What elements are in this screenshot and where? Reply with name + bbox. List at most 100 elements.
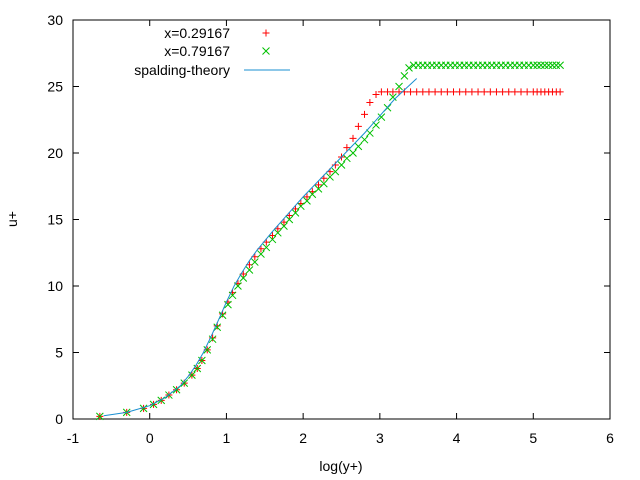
y-tick-label: 30: [47, 12, 63, 28]
data-point: [366, 129, 374, 137]
data-point: [419, 88, 427, 96]
y-tick-label: 20: [47, 145, 63, 161]
data-point: [354, 142, 363, 151]
data-point: [407, 88, 415, 96]
data-point: [540, 61, 549, 70]
data-point: [208, 335, 217, 344]
data-point: [486, 88, 494, 96]
data-point: [537, 61, 545, 70]
data-point: [499, 88, 507, 96]
x-axis-label: log(y+): [319, 458, 362, 474]
data-point: [544, 61, 553, 70]
data-point: [262, 243, 271, 252]
data-point: [556, 61, 564, 70]
data-point: [331, 161, 339, 169]
x-tick-label: 4: [453, 430, 461, 446]
data-point: [257, 250, 265, 258]
data-point: [492, 88, 500, 96]
y-tick-label: 25: [47, 79, 63, 95]
data-point: [462, 88, 470, 96]
data-point: [268, 235, 277, 244]
series-3: [103, 78, 418, 417]
data-point: [139, 404, 148, 413]
data-point: [517, 88, 525, 96]
legend-marker: [262, 29, 270, 37]
data-point: [443, 88, 451, 96]
y-tick-label: 5: [55, 345, 63, 361]
legend-label: spalding-theory: [134, 62, 230, 78]
data-point: [285, 215, 294, 224]
plot-frame: [72, 19, 611, 420]
data-point: [552, 61, 561, 70]
data-point: [349, 134, 357, 142]
data-point: [296, 202, 305, 211]
data-point: [395, 82, 403, 91]
data-point: [280, 222, 288, 231]
data-point: [203, 345, 212, 354]
data-point: [413, 88, 421, 96]
data-point: [343, 144, 351, 152]
y-tick-label: 15: [47, 212, 63, 228]
data-point: [366, 98, 374, 106]
data-point: [425, 88, 433, 96]
series-1: [96, 88, 564, 420]
data-point: [320, 179, 328, 188]
data-point: [431, 88, 439, 96]
data-point: [556, 88, 564, 96]
series-2: [95, 61, 564, 421]
x-tick-label: 3: [376, 430, 384, 446]
data-point: [360, 135, 369, 144]
x-tick-label: 5: [529, 430, 537, 446]
data-point: [218, 311, 227, 320]
data-point: [198, 356, 206, 365]
data-point: [331, 167, 340, 176]
legend-marker: [262, 47, 270, 55]
data-point: [400, 72, 409, 80]
legend-label: x=0.79167: [164, 43, 230, 59]
data-point: [437, 88, 445, 96]
data-point: [456, 88, 464, 96]
data-point: [450, 88, 458, 96]
data-point: [468, 88, 476, 96]
data-point: [180, 379, 189, 387]
data-point: [361, 110, 369, 118]
data-point: [548, 61, 557, 70]
x-tick-label: 0: [146, 430, 154, 446]
data-point: [474, 88, 482, 96]
data-point: [314, 181, 322, 189]
data-point: [354, 122, 362, 130]
data-point: [529, 61, 538, 70]
data-point: [511, 88, 519, 96]
legend-label: x=0.29167: [164, 25, 230, 41]
data-point: [533, 61, 541, 70]
y-axis-label: u+: [4, 211, 20, 227]
data-point: [343, 154, 351, 163]
series-layer: [95, 61, 564, 421]
legend: x=0.29167 x=0.79167 spalding-theory: [134, 25, 290, 78]
data-point: [377, 88, 385, 96]
data-point: [308, 190, 317, 199]
data-point: [505, 88, 513, 96]
x-tick-label: 2: [299, 430, 307, 446]
data-point: [188, 371, 196, 379]
data-point: [389, 88, 397, 96]
data-point: [95, 412, 104, 421]
x-tick-label: -1: [67, 430, 80, 446]
data-point: [239, 274, 248, 282]
x-tick-label: 6: [606, 430, 614, 446]
data-point: [337, 161, 346, 169]
data-point: [303, 197, 311, 205]
data-point: [377, 113, 386, 121]
data-point: [273, 228, 282, 237]
y-tick-label: 0: [55, 411, 63, 427]
data-point: [389, 93, 397, 101]
data-point: [349, 149, 357, 157]
y-tick-label: 10: [47, 278, 63, 294]
data-point: [405, 64, 413, 72]
data-point: [480, 88, 488, 96]
data-point: [291, 208, 300, 217]
data-point: [213, 323, 222, 332]
data-point: [224, 300, 232, 309]
